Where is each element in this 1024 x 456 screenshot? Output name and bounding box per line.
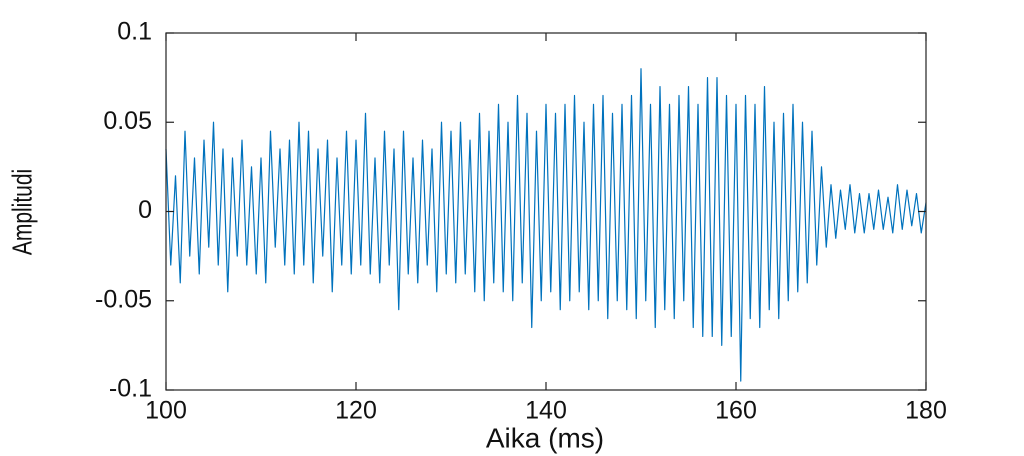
x-tick-label: 160 [715, 397, 757, 425]
x-tick-label: 140 [525, 397, 567, 425]
y-tick-label: -0.05 [95, 285, 152, 313]
y-tick-label: 0.05 [103, 107, 152, 135]
y-tick-label: 0.1 [117, 18, 152, 46]
x-axis-label: Aika (ms) [486, 422, 604, 453]
x-tick-label: 100 [145, 397, 187, 425]
line-series [165, 68, 927, 382]
y-tick-label: 0 [138, 196, 152, 224]
x-tick-label: 180 [905, 397, 947, 425]
y-axis-label: Amplitudi [8, 169, 39, 255]
y-tick-label: -0.1 [109, 375, 152, 403]
x-tick-label: 120 [335, 397, 377, 425]
